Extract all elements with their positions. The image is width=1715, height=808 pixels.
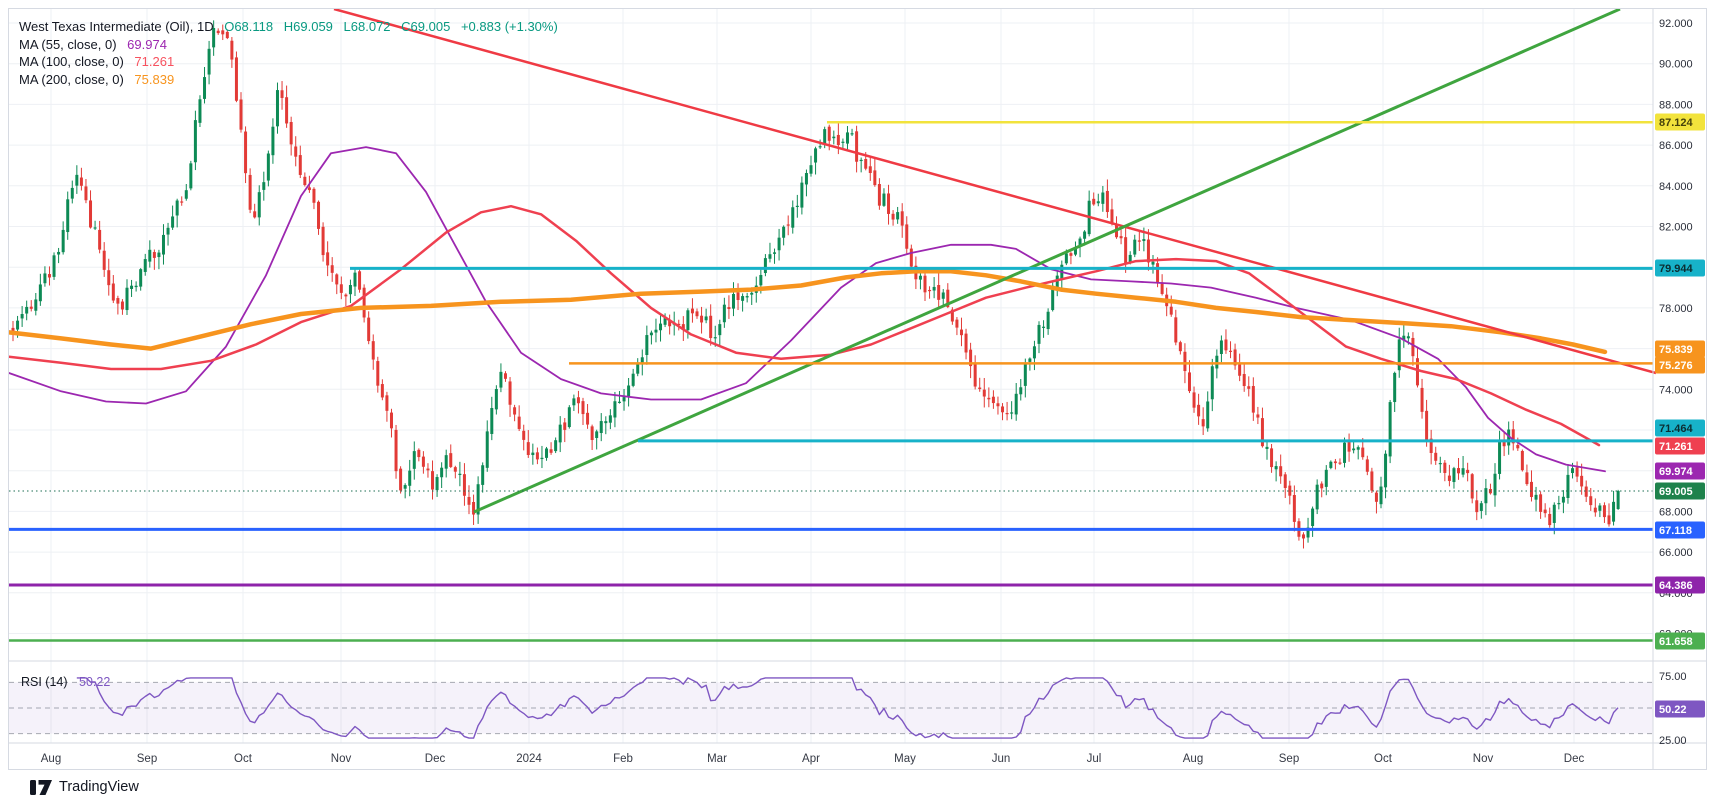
svg-text:90.000: 90.000 <box>1659 59 1693 71</box>
axis-badge-71.464 <box>1655 419 1705 437</box>
svg-text:Oct: Oct <box>234 753 253 765</box>
svg-text:74.000: 74.000 <box>1659 384 1693 396</box>
svg-text:Sep: Sep <box>1279 753 1299 765</box>
svg-text:25.00: 25.00 <box>1659 735 1687 747</box>
axis-badge-71.261 <box>1655 437 1705 455</box>
svg-text:84.000: 84.000 <box>1659 181 1693 193</box>
svg-text:50.22: 50.22 <box>1659 704 1687 716</box>
ascending-support-trendline[interactable] <box>473 9 1621 514</box>
svg-text:71.464: 71.464 <box>1659 423 1694 435</box>
trendlines[interactable] <box>333 9 1657 514</box>
svg-text:Nov: Nov <box>331 753 352 765</box>
axis-badge-67.118 <box>1655 521 1705 539</box>
svg-text:Jun: Jun <box>992 753 1011 765</box>
svg-text:Apr: Apr <box>802 753 820 765</box>
svg-text:75.00: 75.00 <box>1659 671 1687 683</box>
svg-text:Aug: Aug <box>41 753 61 765</box>
svg-text:Sep: Sep <box>137 753 157 765</box>
svg-text:2024: 2024 <box>516 753 542 765</box>
rsi-pane[interactable] <box>9 677 1653 739</box>
svg-text:Aug: Aug <box>1183 753 1203 765</box>
svg-text:Oct: Oct <box>1374 753 1393 765</box>
tradingview-attribution-label: TradingView <box>59 779 139 795</box>
svg-text:69.005: 69.005 <box>1659 486 1693 498</box>
time-axis[interactable]: Aug Sep Oct Nov Dec 2024 Feb Mar Apr May Jun Jul Aug… <box>41 753 1585 765</box>
svg-text:86.000: 86.000 <box>1659 140 1693 152</box>
svg-text:78.000: 78.000 <box>1659 303 1693 315</box>
svg-text:67.118: 67.118 <box>1659 525 1692 537</box>
svg-text:64.386: 64.386 <box>1659 580 1693 592</box>
svg-text:Dec: Dec <box>1564 753 1585 765</box>
rsi-line <box>76 677 1619 739</box>
svg-text:Dec: Dec <box>425 753 446 765</box>
ma55-line <box>9 146 1606 473</box>
grid-lines <box>9 9 1653 743</box>
svg-text:Jul: Jul <box>1087 753 1102 765</box>
pane-separators <box>9 9 1706 769</box>
axis-badge-69.005 <box>1655 482 1705 500</box>
tradingview-attribution[interactable]: TradingView <box>30 779 139 795</box>
axis-badge-61.658 <box>1655 632 1705 650</box>
svg-text:71.261: 71.261 <box>1659 441 1693 453</box>
svg-text:68.000: 68.000 <box>1659 506 1693 518</box>
axis-badge-64.386 <box>1655 576 1705 594</box>
price-axis-badges: 87.124 79.944 75.839 75.276 71.464 71.261 69.9… <box>1655 113 1705 718</box>
svg-text:61.658: 61.658 <box>1659 636 1693 648</box>
svg-text:75.276: 75.276 <box>1659 360 1693 372</box>
tradingview-chart-widget[interactable]: 92.000 90.000 88.000 86.000 84.000 82.000 78.0… <box>8 8 1707 770</box>
svg-text:75.839: 75.839 <box>1659 344 1693 356</box>
svg-text:92.000: 92.000 <box>1659 18 1693 30</box>
axis-badge-69.974 <box>1655 462 1705 480</box>
svg-text:88.000: 88.000 <box>1659 99 1693 111</box>
svg-text:Mar: Mar <box>707 753 727 765</box>
svg-text:Feb: Feb <box>613 753 633 765</box>
candlesticks <box>11 20 1620 549</box>
moving-average-lines <box>9 146 1608 473</box>
axis-badge-50.22 <box>1655 700 1705 718</box>
svg-text:May: May <box>894 753 916 765</box>
price-chart-canvas[interactable]: 92.000 90.000 88.000 86.000 84.000 82.000 78.0… <box>9 9 1706 769</box>
svg-text:87.124: 87.124 <box>1659 117 1694 129</box>
axis-badge-87.124 <box>1655 113 1705 131</box>
tradingview-logo-icon <box>30 779 52 795</box>
axis-badge-75.276 <box>1655 356 1705 374</box>
axis-badge-75.839 <box>1655 340 1705 358</box>
svg-text:69.974: 69.974 <box>1659 466 1694 478</box>
svg-text:82.000: 82.000 <box>1659 222 1693 234</box>
svg-text:Nov: Nov <box>1473 753 1494 765</box>
price-level-lines[interactable] <box>9 120 1653 642</box>
svg-text:79.944: 79.944 <box>1659 263 1694 275</box>
descending-resistance-trendline[interactable] <box>333 9 1657 375</box>
axis-badge-79.944 <box>1655 259 1705 277</box>
svg-text:66.000: 66.000 <box>1659 547 1693 559</box>
price-axis[interactable]: 92.000 90.000 88.000 86.000 84.000 82.000 78.0… <box>1659 18 1693 747</box>
ma200-line <box>9 269 1608 355</box>
